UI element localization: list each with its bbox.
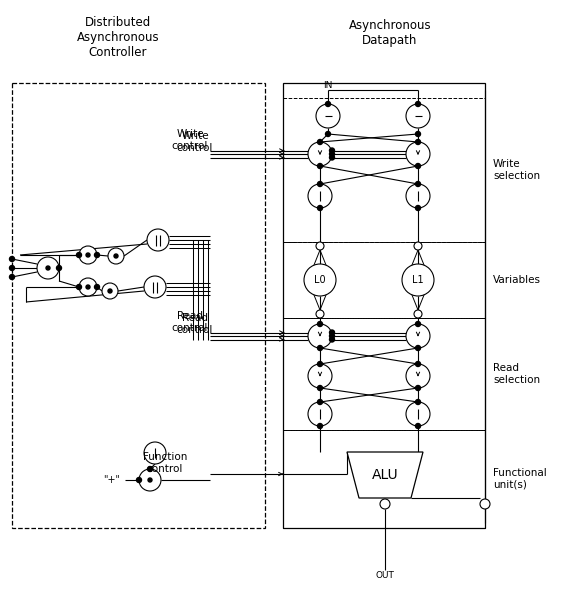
Text: ALU: ALU (372, 468, 399, 482)
Circle shape (308, 324, 332, 348)
Text: Read
selection: Read selection (493, 363, 540, 385)
Text: Function
control: Function control (143, 452, 187, 474)
Circle shape (329, 155, 335, 160)
Circle shape (329, 330, 335, 335)
Circle shape (9, 274, 14, 280)
Circle shape (9, 256, 14, 262)
Circle shape (329, 148, 335, 153)
Bar (283, 430, 485, 528)
Circle shape (317, 164, 323, 168)
Bar (283, 318, 485, 430)
Circle shape (304, 264, 336, 296)
Circle shape (414, 242, 422, 250)
Circle shape (317, 140, 323, 144)
Text: L1: L1 (412, 275, 424, 285)
Circle shape (147, 229, 169, 251)
Circle shape (316, 310, 324, 318)
Circle shape (37, 257, 59, 279)
Circle shape (406, 364, 430, 388)
Circle shape (316, 104, 340, 128)
Circle shape (102, 283, 118, 299)
Circle shape (317, 362, 323, 366)
Text: "+": "+" (104, 475, 120, 485)
Circle shape (415, 181, 420, 187)
Circle shape (114, 254, 118, 258)
Circle shape (325, 131, 331, 137)
Circle shape (325, 101, 331, 107)
Circle shape (86, 285, 90, 289)
Text: Write
control: Write control (177, 131, 213, 153)
Circle shape (108, 248, 124, 264)
Text: Asynchronous
Datapath: Asynchronous Datapath (348, 19, 431, 47)
Circle shape (480, 499, 490, 509)
Circle shape (406, 184, 430, 208)
Text: IN: IN (323, 81, 333, 90)
Text: Variables: Variables (493, 275, 541, 285)
Circle shape (415, 101, 420, 107)
Bar (12, 83, 265, 528)
Circle shape (308, 364, 332, 388)
Text: L0: L0 (314, 275, 326, 285)
Circle shape (137, 478, 142, 482)
Circle shape (317, 346, 323, 350)
Circle shape (406, 324, 430, 348)
Circle shape (308, 184, 332, 208)
Circle shape (94, 253, 100, 257)
Circle shape (415, 140, 420, 144)
Circle shape (406, 142, 430, 166)
Text: Read
control: Read control (177, 313, 213, 335)
Circle shape (415, 346, 420, 350)
Circle shape (77, 253, 81, 257)
Circle shape (415, 385, 420, 391)
Bar (283, 242, 485, 318)
Circle shape (317, 322, 323, 326)
Circle shape (415, 399, 420, 405)
Circle shape (144, 276, 166, 298)
Text: Read
control: Read control (172, 311, 208, 333)
Circle shape (415, 322, 420, 326)
Circle shape (308, 142, 332, 166)
Circle shape (415, 131, 420, 137)
Circle shape (317, 385, 323, 391)
Bar (283, 98, 485, 242)
Circle shape (144, 442, 166, 464)
Circle shape (414, 310, 422, 318)
Circle shape (86, 253, 90, 257)
Circle shape (317, 206, 323, 210)
Circle shape (56, 266, 62, 270)
Circle shape (415, 362, 420, 366)
Circle shape (79, 246, 97, 264)
Circle shape (316, 242, 324, 250)
Circle shape (108, 289, 112, 293)
Circle shape (147, 466, 153, 472)
Circle shape (317, 181, 323, 187)
Circle shape (46, 266, 50, 270)
Circle shape (406, 402, 430, 426)
Circle shape (415, 423, 420, 429)
Circle shape (329, 337, 335, 342)
Text: OUT: OUT (376, 571, 395, 580)
Circle shape (308, 402, 332, 426)
Bar (283, 83, 485, 528)
Circle shape (329, 333, 335, 339)
Circle shape (415, 206, 420, 210)
Circle shape (415, 164, 420, 168)
Circle shape (94, 284, 100, 290)
Circle shape (317, 423, 323, 429)
Text: Functional
unit(s): Functional unit(s) (493, 468, 547, 490)
Circle shape (139, 469, 161, 491)
Circle shape (79, 278, 97, 296)
Circle shape (402, 264, 434, 296)
Polygon shape (347, 452, 423, 498)
Circle shape (406, 104, 430, 128)
Circle shape (9, 266, 14, 270)
Text: Distributed
Asynchronous
Controller: Distributed Asynchronous Controller (77, 16, 160, 59)
Circle shape (380, 499, 390, 509)
Text: Write
selection: Write selection (493, 159, 540, 181)
Circle shape (317, 399, 323, 405)
Circle shape (77, 284, 81, 290)
Text: Write
control: Write control (172, 129, 208, 151)
Circle shape (329, 151, 335, 157)
Circle shape (148, 478, 152, 482)
